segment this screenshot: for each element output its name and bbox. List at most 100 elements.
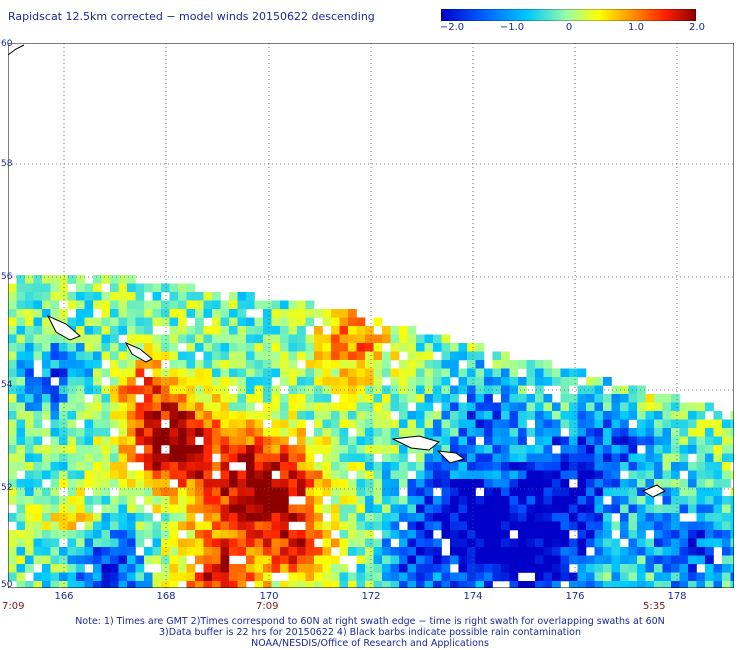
wind-difference-cell xyxy=(152,300,162,310)
wind-difference-cell xyxy=(322,547,332,556)
wind-difference-cell xyxy=(203,385,213,395)
wind-difference-cell xyxy=(365,538,374,548)
wind-difference-cell xyxy=(305,436,315,446)
wind-difference-cell xyxy=(365,453,374,463)
wind-difference-cell xyxy=(679,453,689,463)
wind-difference-cell xyxy=(348,368,357,378)
wind-difference-cell xyxy=(127,368,136,378)
wind-difference-cell xyxy=(152,351,162,361)
wind-difference-cell xyxy=(373,479,383,488)
wind-difference-cell xyxy=(705,436,714,446)
wind-difference-cell xyxy=(203,547,213,556)
wind-difference-cell xyxy=(569,436,578,446)
wind-difference-cell xyxy=(475,572,485,582)
wind-difference-cell xyxy=(679,479,689,488)
wind-difference-cell xyxy=(671,470,680,480)
wind-difference-cell xyxy=(127,504,136,514)
wind-difference-cell xyxy=(450,555,459,565)
wind-difference-cell xyxy=(93,377,102,386)
wind-difference-cell xyxy=(16,564,26,573)
wind-difference-cell xyxy=(135,538,145,548)
wind-difference-cell xyxy=(67,513,77,522)
wind-difference-cell xyxy=(84,419,94,429)
wind-difference-cell xyxy=(722,555,731,565)
wind-difference-cell xyxy=(127,402,136,412)
wind-difference-cell xyxy=(628,581,638,588)
wind-difference-cell xyxy=(577,453,587,463)
wind-difference-cell xyxy=(586,445,595,454)
wind-difference-cell xyxy=(280,411,289,420)
wind-difference-cell xyxy=(645,462,655,471)
wind-difference-cell xyxy=(25,530,34,539)
wind-difference-cell xyxy=(152,402,162,412)
wind-difference-cell xyxy=(135,581,145,588)
wind-difference-cell xyxy=(59,334,68,344)
wind-difference-cell xyxy=(356,572,366,582)
wind-difference-cell xyxy=(110,326,119,335)
wind-difference-cell xyxy=(212,309,221,318)
wind-difference-cell xyxy=(526,428,536,437)
wind-difference-cell xyxy=(59,377,68,386)
wind-difference-cell xyxy=(195,385,204,395)
wind-difference-cell xyxy=(93,581,102,588)
wind-difference-cell xyxy=(339,479,349,488)
wind-difference-cell xyxy=(518,445,527,454)
wind-difference-cell xyxy=(416,487,425,497)
wind-difference-cell xyxy=(365,479,374,488)
wind-difference-cell xyxy=(8,462,17,471)
wind-difference-cell xyxy=(203,402,213,412)
swath-time: 5:35 xyxy=(643,601,666,612)
wind-difference-cell xyxy=(569,521,578,531)
wind-difference-cell xyxy=(169,292,179,301)
wind-difference-cell xyxy=(220,547,230,556)
wind-difference-cell xyxy=(135,385,145,395)
wind-difference-cell xyxy=(467,547,476,556)
wind-difference-cell xyxy=(594,555,604,565)
wind-difference-cell xyxy=(501,419,510,429)
wind-difference-cell xyxy=(356,513,366,522)
wind-difference-cell xyxy=(110,572,119,582)
wind-difference-cell xyxy=(186,572,196,582)
wind-difference-cell xyxy=(467,572,476,582)
wind-difference-cell xyxy=(25,470,34,480)
wind-difference-cell xyxy=(84,538,94,548)
wind-difference-cell xyxy=(373,402,383,412)
wind-difference-cell xyxy=(195,394,204,403)
wind-difference-cell xyxy=(305,402,315,412)
wind-difference-cell xyxy=(118,445,128,454)
wind-difference-cell xyxy=(229,547,238,556)
wind-difference-cell xyxy=(705,555,714,565)
wind-difference-cell xyxy=(50,292,60,301)
wind-difference-cell xyxy=(118,538,128,548)
wind-difference-cell xyxy=(186,564,196,573)
wind-difference-cell xyxy=(458,547,468,556)
wind-difference-cell xyxy=(433,428,442,437)
wind-difference-cell xyxy=(84,496,94,505)
wind-difference-cell xyxy=(297,428,306,437)
wind-difference-cell xyxy=(25,377,34,386)
wind-difference-cell xyxy=(679,496,689,505)
wind-difference-cell xyxy=(535,402,544,412)
wind-difference-cell xyxy=(416,462,425,471)
wind-difference-cell xyxy=(509,411,519,420)
wind-difference-cell xyxy=(458,572,468,582)
wind-difference-cell xyxy=(722,521,731,531)
wind-difference-cell xyxy=(688,555,697,565)
wind-difference-cell xyxy=(186,394,196,403)
wind-difference-cell xyxy=(399,581,408,588)
wind-difference-cell xyxy=(271,555,281,565)
wind-difference-cell xyxy=(93,275,102,284)
wind-difference-cell xyxy=(594,385,604,395)
wind-difference-cell xyxy=(399,428,408,437)
wind-difference-cell xyxy=(722,564,731,573)
wind-difference-cell xyxy=(50,538,60,548)
wind-difference-cell xyxy=(101,487,111,497)
wind-difference-cell xyxy=(339,547,349,556)
wind-difference-cell xyxy=(475,385,485,395)
wind-difference-cell xyxy=(696,453,706,463)
wind-difference-cell xyxy=(484,504,493,514)
wind-difference-cell xyxy=(178,402,187,412)
wind-difference-cell xyxy=(280,368,289,378)
wind-difference-cell xyxy=(339,360,349,369)
wind-difference-cell xyxy=(246,555,255,565)
